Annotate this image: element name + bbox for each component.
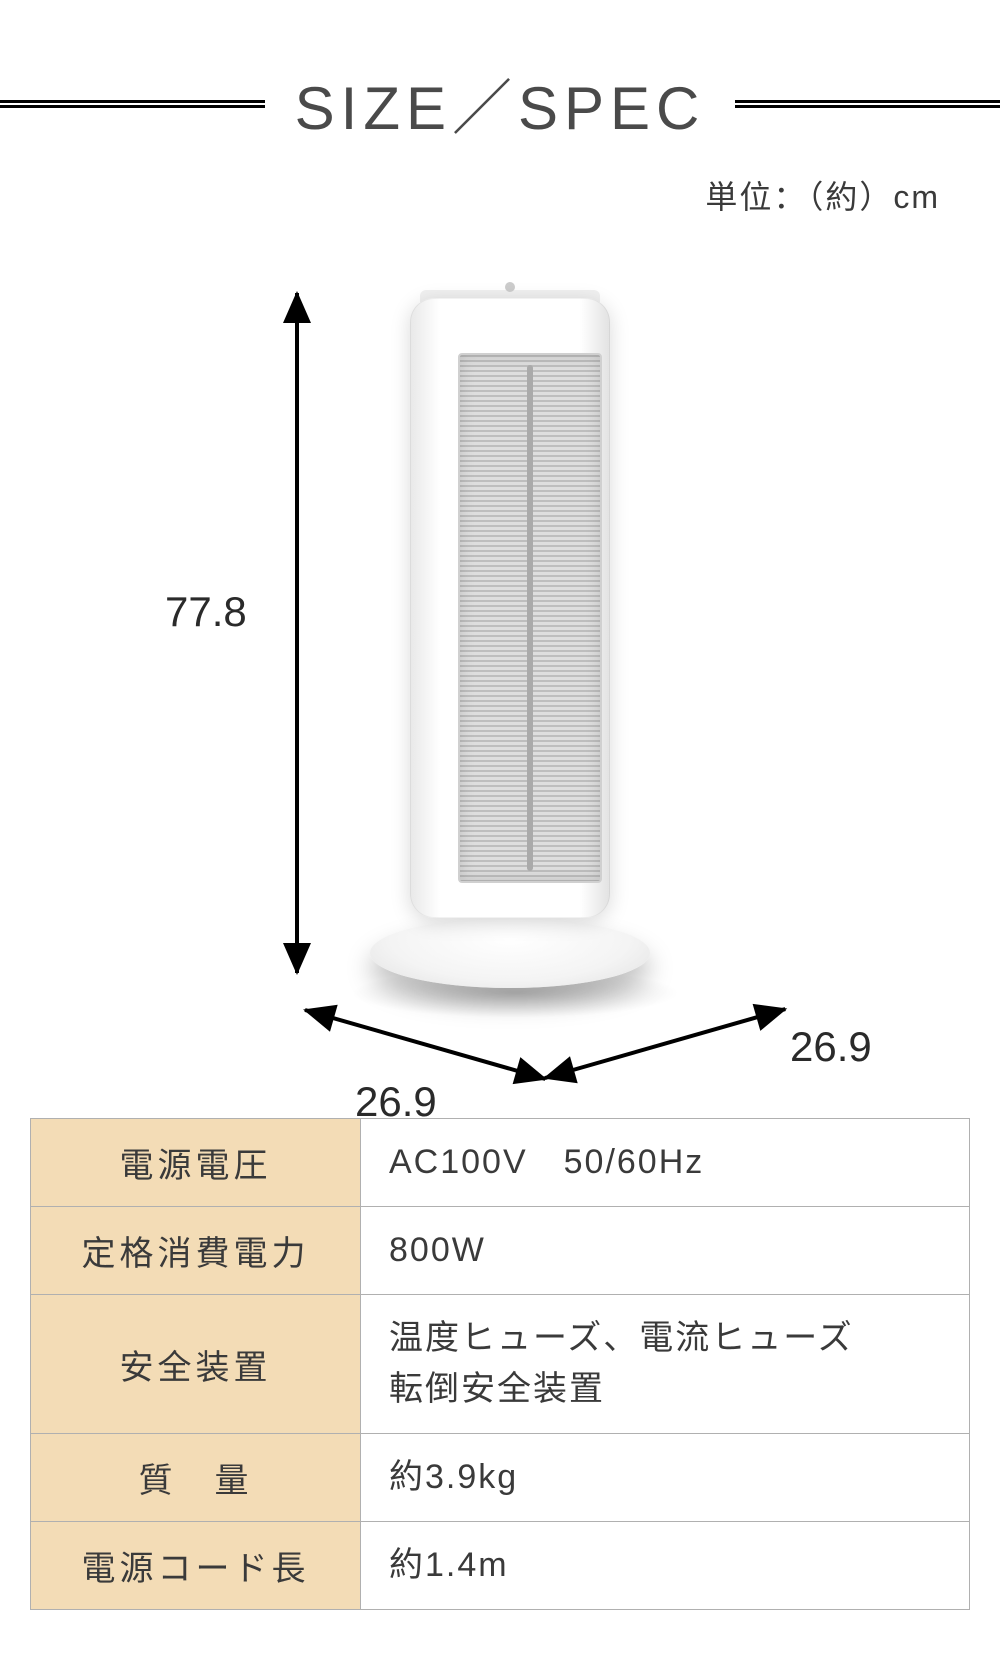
header-rule-right [735, 100, 1000, 108]
spec-label: 電源コード長 [31, 1522, 361, 1610]
width-arrow-icon [304, 1008, 545, 1081]
spec-value: 約1.4m [361, 1522, 970, 1610]
spec-label: 質 量 [31, 1434, 361, 1522]
spec-label: 安全装置 [31, 1295, 361, 1434]
table-row: 質 量約3.9kg [31, 1434, 970, 1522]
header: SIZE／SPEC [0, 60, 1000, 147]
page-title: SIZE／SPEC [295, 60, 706, 147]
spec-table: 電源電圧AC100V 50/60Hz定格消費電力800W安全装置温度ヒューズ、電… [30, 1118, 970, 1610]
table-row: 電源コード長約1.4m [31, 1522, 970, 1610]
spec-value: AC100V 50/60Hz [361, 1119, 970, 1207]
header-rule-left [0, 100, 265, 108]
spec-label: 定格消費電力 [31, 1207, 361, 1295]
heater-base [370, 918, 650, 988]
depth-label: 26.9 [790, 1023, 872, 1071]
width-label: 26.9 [355, 1078, 437, 1126]
table-row: 安全装置温度ヒューズ、電流ヒューズ転倒安全装置 [31, 1295, 970, 1434]
heater-grill [458, 353, 602, 883]
spec-value: 約3.9kg [361, 1434, 970, 1522]
heating-element [527, 365, 533, 871]
spec-value: 温度ヒューズ、電流ヒューズ転倒安全装置 [361, 1295, 970, 1434]
spec-table-body: 電源電圧AC100V 50/60Hz定格消費電力800W安全装置温度ヒューズ、電… [31, 1119, 970, 1610]
height-arrow-icon [295, 293, 299, 973]
spec-label: 電源電圧 [31, 1119, 361, 1207]
table-row: 電源電圧AC100V 50/60Hz [31, 1119, 970, 1207]
depth-arrow-icon [544, 1007, 785, 1080]
table-row: 定格消費電力800W [31, 1207, 970, 1295]
heater-knob [505, 282, 515, 292]
heater-body [410, 298, 610, 918]
dimension-diagram: 77.8 26.9 26.9 [0, 218, 1000, 1118]
height-label: 77.8 [165, 588, 247, 636]
spec-value: 800W [361, 1207, 970, 1295]
unit-label: 単位：（約）cm [0, 172, 1000, 218]
product-illustration [390, 278, 630, 998]
